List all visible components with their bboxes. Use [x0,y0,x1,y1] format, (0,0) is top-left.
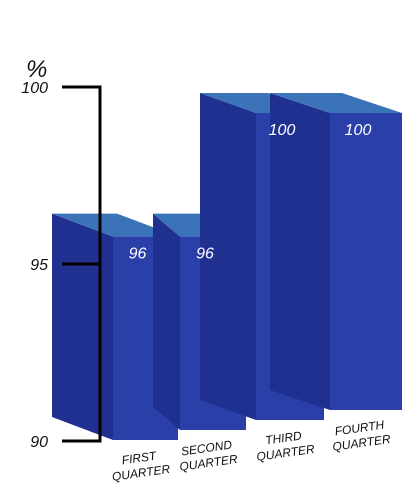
data-label-1: 96 [129,246,147,263]
category-label-1: FIRSTQUARTER [109,447,171,484]
data-label-2: 96 [196,246,214,263]
data-label-3: 100 [269,122,296,139]
y-tick-label-90: 90 [30,434,48,451]
bar-top-face [52,213,178,237]
bar-side-face [52,213,113,440]
bar-side-face [200,93,256,420]
y-axis-unit-label: % [26,56,47,83]
category-label-4: FOURTHQUARTER [330,417,392,454]
bar-side-face [153,213,180,430]
bar-front-face [330,113,402,410]
data-labels-layer: 96 96 100 100 [129,122,372,263]
bar-side-face [270,93,330,410]
y-tick-label-95: 95 [30,257,48,274]
bars-layer [52,93,402,440]
category-label-3: THIRDQUARTER [254,427,316,464]
category-label-2: SECONDQUARTER [177,437,239,474]
bar-top-face [270,93,402,113]
y-axis: % 100 95 90 [21,56,102,451]
data-label-4: 100 [345,122,372,139]
bar-4 [270,93,402,410]
y-tick-label-100: 100 [21,80,48,97]
